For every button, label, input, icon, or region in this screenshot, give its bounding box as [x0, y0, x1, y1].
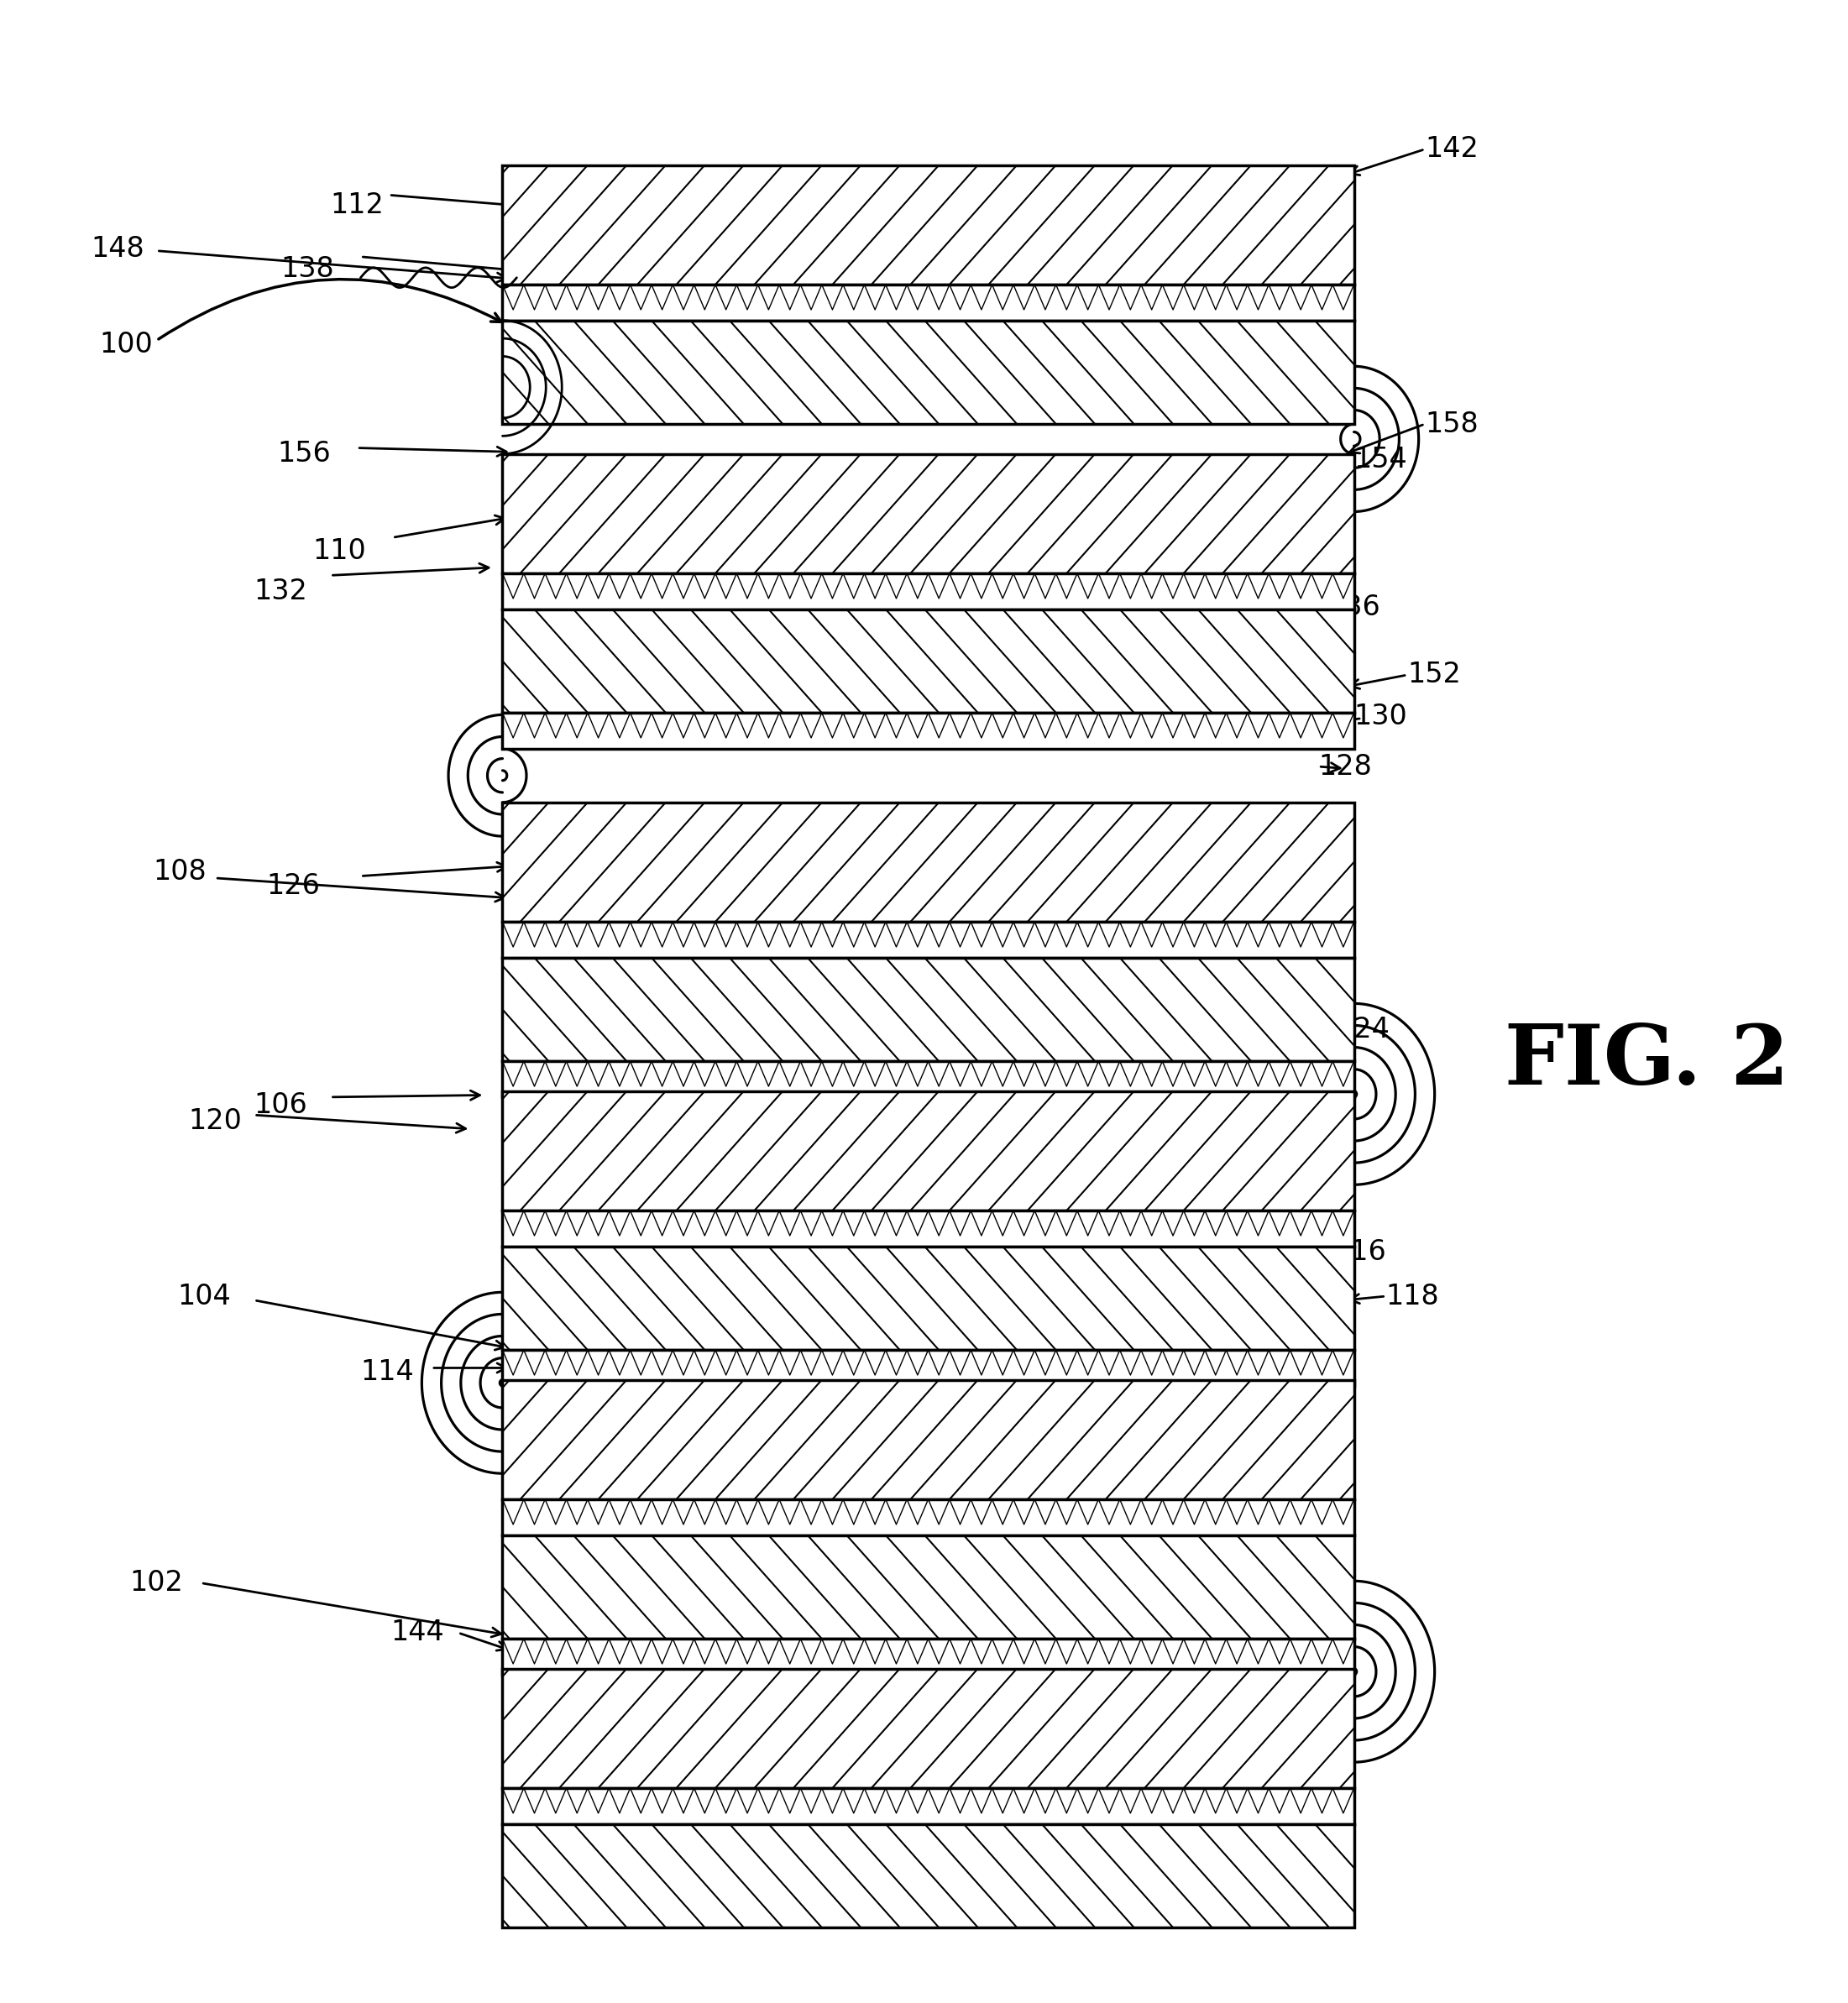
Text: 146: 146: [991, 1634, 1044, 1662]
Bar: [503, 1350, 1355, 1386]
Text: 140: 140: [1301, 206, 1355, 234]
Text: 152: 152: [1406, 661, 1460, 689]
Bar: [503, 164, 1355, 284]
Text: 142: 142: [1425, 136, 1478, 162]
Text: 118: 118: [1386, 1282, 1440, 1310]
Bar: [503, 1210, 1355, 1246]
Text: 116: 116: [1332, 1238, 1386, 1266]
Bar: [503, 1825, 1355, 1927]
Bar: [503, 1534, 1355, 1638]
Text: 108: 108: [153, 857, 207, 885]
Bar: [503, 921, 1355, 957]
Text: 136: 136: [1327, 593, 1380, 621]
Text: 138: 138: [281, 254, 334, 282]
Text: FIG. 2: FIG. 2: [1504, 1020, 1789, 1102]
Text: 148: 148: [91, 234, 144, 262]
Text: 102: 102: [129, 1568, 183, 1596]
Text: 122: 122: [1279, 1064, 1332, 1092]
Text: 134: 134: [1273, 621, 1327, 649]
Bar: [503, 573, 1355, 609]
Bar: [503, 455, 1355, 573]
Text: 150: 150: [573, 1658, 626, 1687]
Text: 106: 106: [253, 1092, 307, 1120]
Bar: [503, 1380, 1355, 1500]
Text: 154: 154: [1355, 447, 1408, 473]
Text: 130: 130: [1355, 703, 1408, 731]
Bar: [503, 1789, 1355, 1825]
Bar: [503, 1246, 1355, 1350]
Text: 156: 156: [277, 441, 331, 469]
Bar: [503, 1638, 1355, 1675]
Text: 148: 148: [809, 1652, 863, 1681]
Text: 104: 104: [177, 1282, 231, 1310]
Text: 126: 126: [266, 871, 320, 899]
Text: 100: 100: [100, 330, 153, 359]
Bar: [503, 284, 1355, 320]
Text: 144: 144: [390, 1618, 444, 1646]
Bar: [503, 1092, 1355, 1210]
Text: 154: 154: [1124, 1568, 1177, 1596]
Text: 114: 114: [360, 1358, 414, 1386]
Bar: [503, 803, 1355, 921]
Bar: [503, 1500, 1355, 1534]
Bar: [503, 957, 1355, 1062]
Text: 120: 120: [188, 1108, 242, 1136]
Text: 112: 112: [331, 190, 384, 218]
Text: 128: 128: [1318, 753, 1371, 781]
Bar: [503, 320, 1355, 425]
Bar: [503, 1062, 1355, 1098]
Text: 158: 158: [1425, 411, 1478, 439]
Bar: [503, 609, 1355, 713]
Bar: [503, 1668, 1355, 1789]
Text: 110: 110: [312, 537, 366, 565]
Text: 124: 124: [1336, 1016, 1390, 1044]
Text: 132: 132: [253, 577, 307, 605]
Bar: [503, 713, 1355, 749]
